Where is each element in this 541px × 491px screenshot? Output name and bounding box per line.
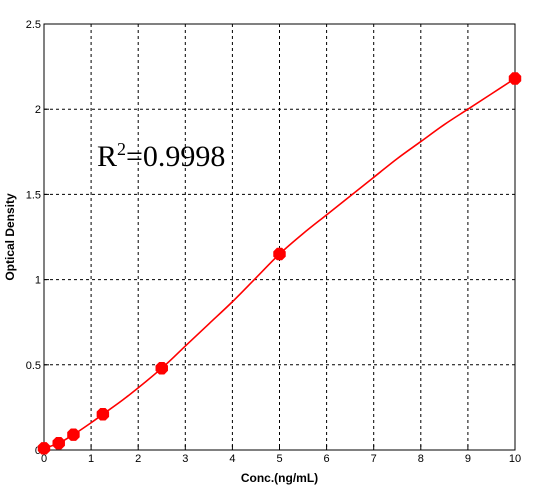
y-tick-label: 2.5 xyxy=(26,19,41,31)
x-tick-label: 8 xyxy=(418,453,424,465)
data-point xyxy=(155,361,168,375)
x-tick-labels: 0 1 2 3 4 5 6 7 8 9 10 xyxy=(41,453,521,465)
r-squared-exponent: 2 xyxy=(117,139,126,159)
x-tick-label: 4 xyxy=(229,453,235,465)
y-tick-label: 1.5 xyxy=(26,189,41,201)
x-tick-label: 7 xyxy=(371,453,377,465)
x-tick-label: 10 xyxy=(509,453,521,465)
x-axis-title: Conc.(ng/mL) xyxy=(241,471,318,485)
y-tick-label: 0.5 xyxy=(26,360,41,372)
x-tick-label: 3 xyxy=(182,453,188,465)
data-point xyxy=(67,428,80,441)
y-tick-labels: 00.511.522.5 xyxy=(26,19,41,457)
data-point xyxy=(37,442,51,455)
x-tick-label: 6 xyxy=(324,453,330,465)
r-squared-base: R xyxy=(97,140,117,173)
x-tick-label: 1 xyxy=(88,453,94,465)
grid xyxy=(44,24,515,450)
data-point xyxy=(52,436,65,450)
fit-curve xyxy=(43,77,516,450)
y-axis-title: Optical Density xyxy=(3,193,17,281)
data-point xyxy=(508,72,522,85)
y-tick-label: 1 xyxy=(35,275,41,287)
r-squared-annotation: R2=0.9998 xyxy=(97,139,225,173)
x-tick-label: 9 xyxy=(465,453,471,465)
r-squared-value: =0.9998 xyxy=(126,140,225,173)
data-point xyxy=(96,407,110,421)
data-points xyxy=(37,72,522,455)
x-tick-label: 5 xyxy=(276,453,282,465)
data-point xyxy=(273,247,286,261)
x-tick-label: 2 xyxy=(135,453,141,465)
y-tick-label: 2 xyxy=(35,104,41,116)
x-tick-label: 0 xyxy=(41,453,47,465)
